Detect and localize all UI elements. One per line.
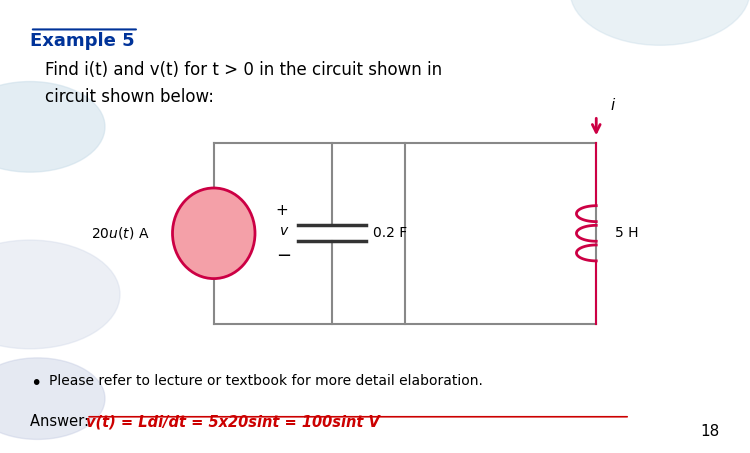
Text: Find i(t) and v(t) for t > 0 in the circuit shown in: Find i(t) and v(t) for t > 0 in the circ…: [45, 61, 442, 79]
Text: circuit shown below:: circuit shown below:: [45, 88, 214, 106]
Ellipse shape: [172, 188, 255, 279]
Text: Please refer to lecture or textbook for more detail elaboration.: Please refer to lecture or textbook for …: [49, 374, 483, 388]
Text: $20u(t)$ A: $20u(t)$ A: [92, 225, 150, 241]
Text: $i$: $i$: [610, 97, 616, 113]
Circle shape: [0, 82, 105, 172]
Circle shape: [0, 240, 120, 349]
Text: 0.2 F: 0.2 F: [374, 226, 407, 240]
Text: +: +: [276, 203, 289, 218]
Text: $v$: $v$: [279, 224, 290, 238]
Text: Answer:: Answer:: [30, 414, 94, 429]
Circle shape: [570, 0, 750, 45]
Text: •: •: [30, 374, 41, 393]
Text: v(t) = Ldi/dt = 5x20sint = 100sint V: v(t) = Ldi/dt = 5x20sint = 100sint V: [86, 414, 380, 429]
Circle shape: [0, 358, 105, 439]
Text: Example 5: Example 5: [30, 32, 135, 50]
Text: 18: 18: [700, 424, 720, 439]
Text: −: −: [276, 247, 291, 265]
Text: 5 H: 5 H: [615, 226, 638, 240]
